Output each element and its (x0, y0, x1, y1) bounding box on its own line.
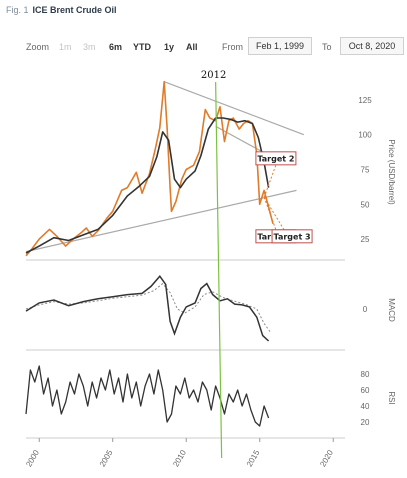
rsi-y-tick-80: 80 (361, 370, 370, 379)
marker-2012-line (215, 81, 223, 459)
macd-series-group (25, 274, 271, 342)
target-path-1 (263, 197, 277, 230)
zoom-6m-button[interactable]: 6m (109, 42, 123, 52)
rsi-axis-label: RSI (387, 391, 396, 404)
rsi-series-group (25, 365, 270, 427)
target-box-2 (271, 229, 313, 244)
price-y-tick-25: 25 (361, 235, 370, 244)
target-label-0: Target 2 (257, 154, 294, 163)
figure-prefix: Fig. 1 (6, 5, 29, 15)
x-axis-ticks: 2000 2005 2010 2015 2020 (24, 438, 335, 468)
price-y-tick-100: 100 (358, 131, 372, 140)
zoom-ytd-button[interactable]: YTD (133, 42, 151, 52)
price-axis-label: Price (USD/barrel) (387, 139, 396, 205)
from-date-input[interactable]: Feb 1, 1999 (248, 37, 312, 55)
zoom-label: Zoom (26, 42, 50, 52)
macd-signal-line (25, 282, 271, 332)
rsi-y-tick-60: 60 (361, 386, 370, 395)
x-tick-label-2020: 2020 (318, 448, 335, 468)
target-path-0 (263, 164, 277, 198)
to-label: To (322, 42, 332, 52)
price-y-tick-50: 50 (361, 200, 370, 209)
rsi-y-tick-20: 20 (361, 418, 370, 427)
x-tick-label-2000: 2000 (24, 448, 41, 468)
price-trend-lines (25, 81, 305, 253)
macd-line (25, 274, 270, 342)
vertical-marker: 2012 (201, 70, 226, 459)
moving-average-line (25, 117, 270, 254)
x-tick-label-2015: 2015 (245, 448, 262, 468)
x-tick-label-2010: 2010 (171, 448, 188, 468)
from-label: From (222, 42, 243, 52)
rsi-y-tick-40: 40 (361, 402, 370, 411)
figure-title: Fig. 1 ICE Brent Crude Oil (6, 5, 117, 15)
price-y-tick-75: 75 (361, 165, 370, 174)
target-label-2: Target 3 (274, 232, 311, 241)
marker-2012-label: 2012 (201, 70, 226, 81)
to-date-input[interactable]: Oct 8, 2020 (340, 37, 404, 55)
figure-name: ICE Brent Crude Oil (32, 5, 117, 15)
zoom-3m-button[interactable]: 3m (83, 42, 96, 52)
zoom-1m-button[interactable]: 1m (59, 42, 72, 52)
price-y-tick-125: 125 (358, 96, 372, 105)
x-tick-label-2005: 2005 (98, 448, 115, 468)
zoom-1y-button[interactable]: 1y (164, 42, 175, 52)
zoom-all-button[interactable]: All (186, 42, 198, 52)
price-line (25, 80, 274, 257)
trend-line-1 (163, 81, 305, 136)
price-series-group (25, 80, 274, 257)
target-box-0 (255, 151, 297, 166)
rsi-line (25, 365, 270, 427)
macd-y-ticks: 0 (363, 305, 368, 314)
macd-y-tick-0: 0 (363, 305, 368, 314)
macd-axis-label: MACD (387, 298, 396, 322)
rsi-y-ticks: 20 40 60 80 (361, 370, 370, 427)
price-y-ticks: 25 50 75 100 125 (358, 96, 372, 244)
